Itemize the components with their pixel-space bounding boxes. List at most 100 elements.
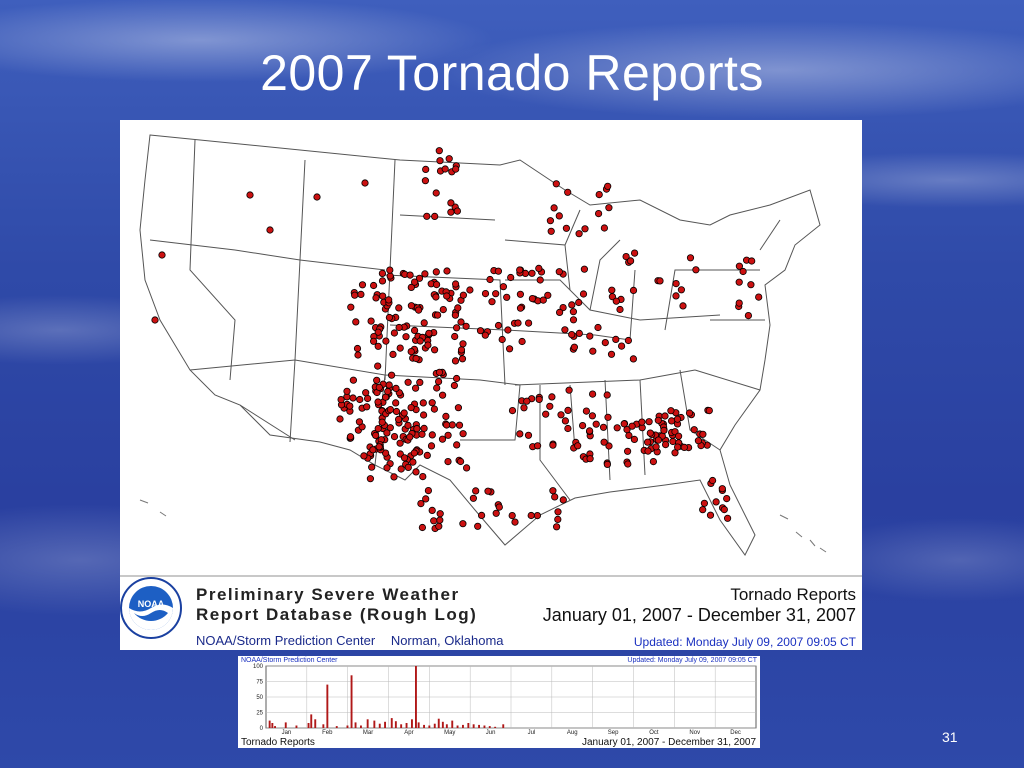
tornado-report-dot <box>459 430 467 438</box>
tornado-report-dot <box>430 405 438 413</box>
tornado-report-dot <box>568 331 576 339</box>
tornado-report-dot <box>453 207 461 215</box>
tornado-report-dot <box>723 514 732 522</box>
tornado-report-dot <box>600 438 608 446</box>
tornado-report-dot <box>735 278 743 286</box>
tornado-report-dot <box>424 486 432 495</box>
tornado-report-dot <box>395 323 403 332</box>
tornado-report-dot <box>595 191 603 199</box>
histogram-bar <box>394 721 397 728</box>
histogram-footer-right: January 01, 2007 - December 31, 2007 <box>582 737 756 748</box>
tornado-report-dot <box>739 267 747 276</box>
tornado-report-dot <box>357 290 365 298</box>
tornado-report-dot <box>378 269 386 277</box>
tornado-report-dot <box>552 523 561 531</box>
tornado-report-dot <box>455 421 464 429</box>
histogram-bar <box>456 725 459 728</box>
histogram-bar <box>451 720 454 728</box>
histogram-y-tick: 75 <box>256 680 263 686</box>
tornado-report-dot <box>428 399 436 407</box>
tornado-report-dot <box>422 495 430 503</box>
histogram-bar <box>307 723 310 728</box>
tornado-report-dot <box>431 212 439 221</box>
tornado-report-dot <box>708 476 717 485</box>
report-date-range: January 01, 2007 - December 31, 2007 <box>542 605 856 625</box>
tornado-report-dot <box>413 425 421 433</box>
slide-number: 31 <box>942 729 958 745</box>
tornado-report-dot <box>524 319 533 327</box>
tornado-report-dot <box>360 452 368 460</box>
tornado-report-dot <box>569 316 578 324</box>
tornado-report-dot <box>423 451 431 459</box>
tornado-report-dot <box>494 267 502 275</box>
tornado-report-dot <box>436 510 444 518</box>
tornado-report-dot <box>352 318 360 326</box>
tornado-report-dot <box>600 224 608 232</box>
histogram-bar <box>423 724 425 728</box>
tornado-report-dot <box>680 443 688 451</box>
tornado-report-dot <box>554 515 562 523</box>
tornado-report-dot <box>484 487 492 495</box>
tornado-report-dot <box>402 333 410 341</box>
tornado-report-dot <box>386 405 394 414</box>
tornado-report-dot <box>410 326 419 334</box>
tornado-report-dot <box>435 147 443 155</box>
histogram-bar <box>322 724 325 728</box>
database-title: Preliminary Severe Weather Report Databa… <box>196 585 526 625</box>
tornado-report-dot <box>533 511 541 520</box>
histogram-bar <box>462 724 464 728</box>
histogram-y-tick: 100 <box>253 664 264 670</box>
histogram-bar <box>415 666 417 728</box>
tornado-report-dot <box>685 409 694 417</box>
tornado-report-dot <box>428 431 436 439</box>
tornado-report-dot <box>514 319 522 327</box>
tornado-report-dot <box>367 317 375 325</box>
histogram-y-tick: 50 <box>256 695 263 701</box>
tornado-report-dot <box>669 437 677 446</box>
tornado-report-dot <box>594 210 603 218</box>
tornado-report-dot <box>524 431 533 439</box>
tornado-report-dot <box>432 268 440 276</box>
tornado-report-dot <box>667 417 676 425</box>
tornado-report-dot <box>419 399 427 407</box>
tornado-report-dot <box>644 447 652 455</box>
tornado-report-dot <box>336 415 344 423</box>
tornado-report-dot <box>356 395 364 404</box>
tornado-report-dot <box>673 443 682 451</box>
histogram-bar <box>335 726 338 728</box>
histogram-bar <box>433 723 436 728</box>
histogram-bar <box>314 719 317 728</box>
tornado-report-dot <box>585 427 594 435</box>
tornado-report-dot <box>454 404 462 412</box>
tornado-report-dot <box>378 277 387 285</box>
histogram-bar <box>295 725 298 728</box>
tornado-report-dot <box>369 446 377 454</box>
tornado-report-dot <box>603 391 611 399</box>
tornado-report-dot <box>551 493 559 501</box>
tornado-report-dot <box>629 286 638 294</box>
tornado-report-dot <box>626 257 635 265</box>
tornado-report-dot <box>686 254 695 262</box>
tornado-report-dot <box>418 430 426 438</box>
tornado-report-dot <box>667 407 675 415</box>
histogram-month-label: Feb <box>322 730 333 736</box>
tornado-report-dot <box>477 511 486 519</box>
tornado-report-dot <box>568 301 576 309</box>
tornado-report-dot <box>561 326 569 334</box>
histogram-bar <box>366 719 369 728</box>
tornado-report-dot <box>361 179 369 187</box>
tornado-report-dot <box>612 297 620 305</box>
tornado-report-dot <box>559 304 567 312</box>
histogram-bar <box>411 719 413 728</box>
histogram-bar <box>326 684 329 728</box>
histogram-bar <box>428 725 431 728</box>
tornado-report-dot <box>383 429 391 437</box>
tornado-report-dot <box>346 402 354 410</box>
tornado-report-dot <box>630 435 639 443</box>
tornado-report-dot <box>735 262 744 270</box>
report-type: Tornado Reports <box>730 585 856 604</box>
tornado-report-dot <box>396 439 404 447</box>
histogram-y-tick: 0 <box>260 726 264 732</box>
tornado-report-dot <box>700 499 709 507</box>
tornado-report-dot <box>436 516 444 524</box>
